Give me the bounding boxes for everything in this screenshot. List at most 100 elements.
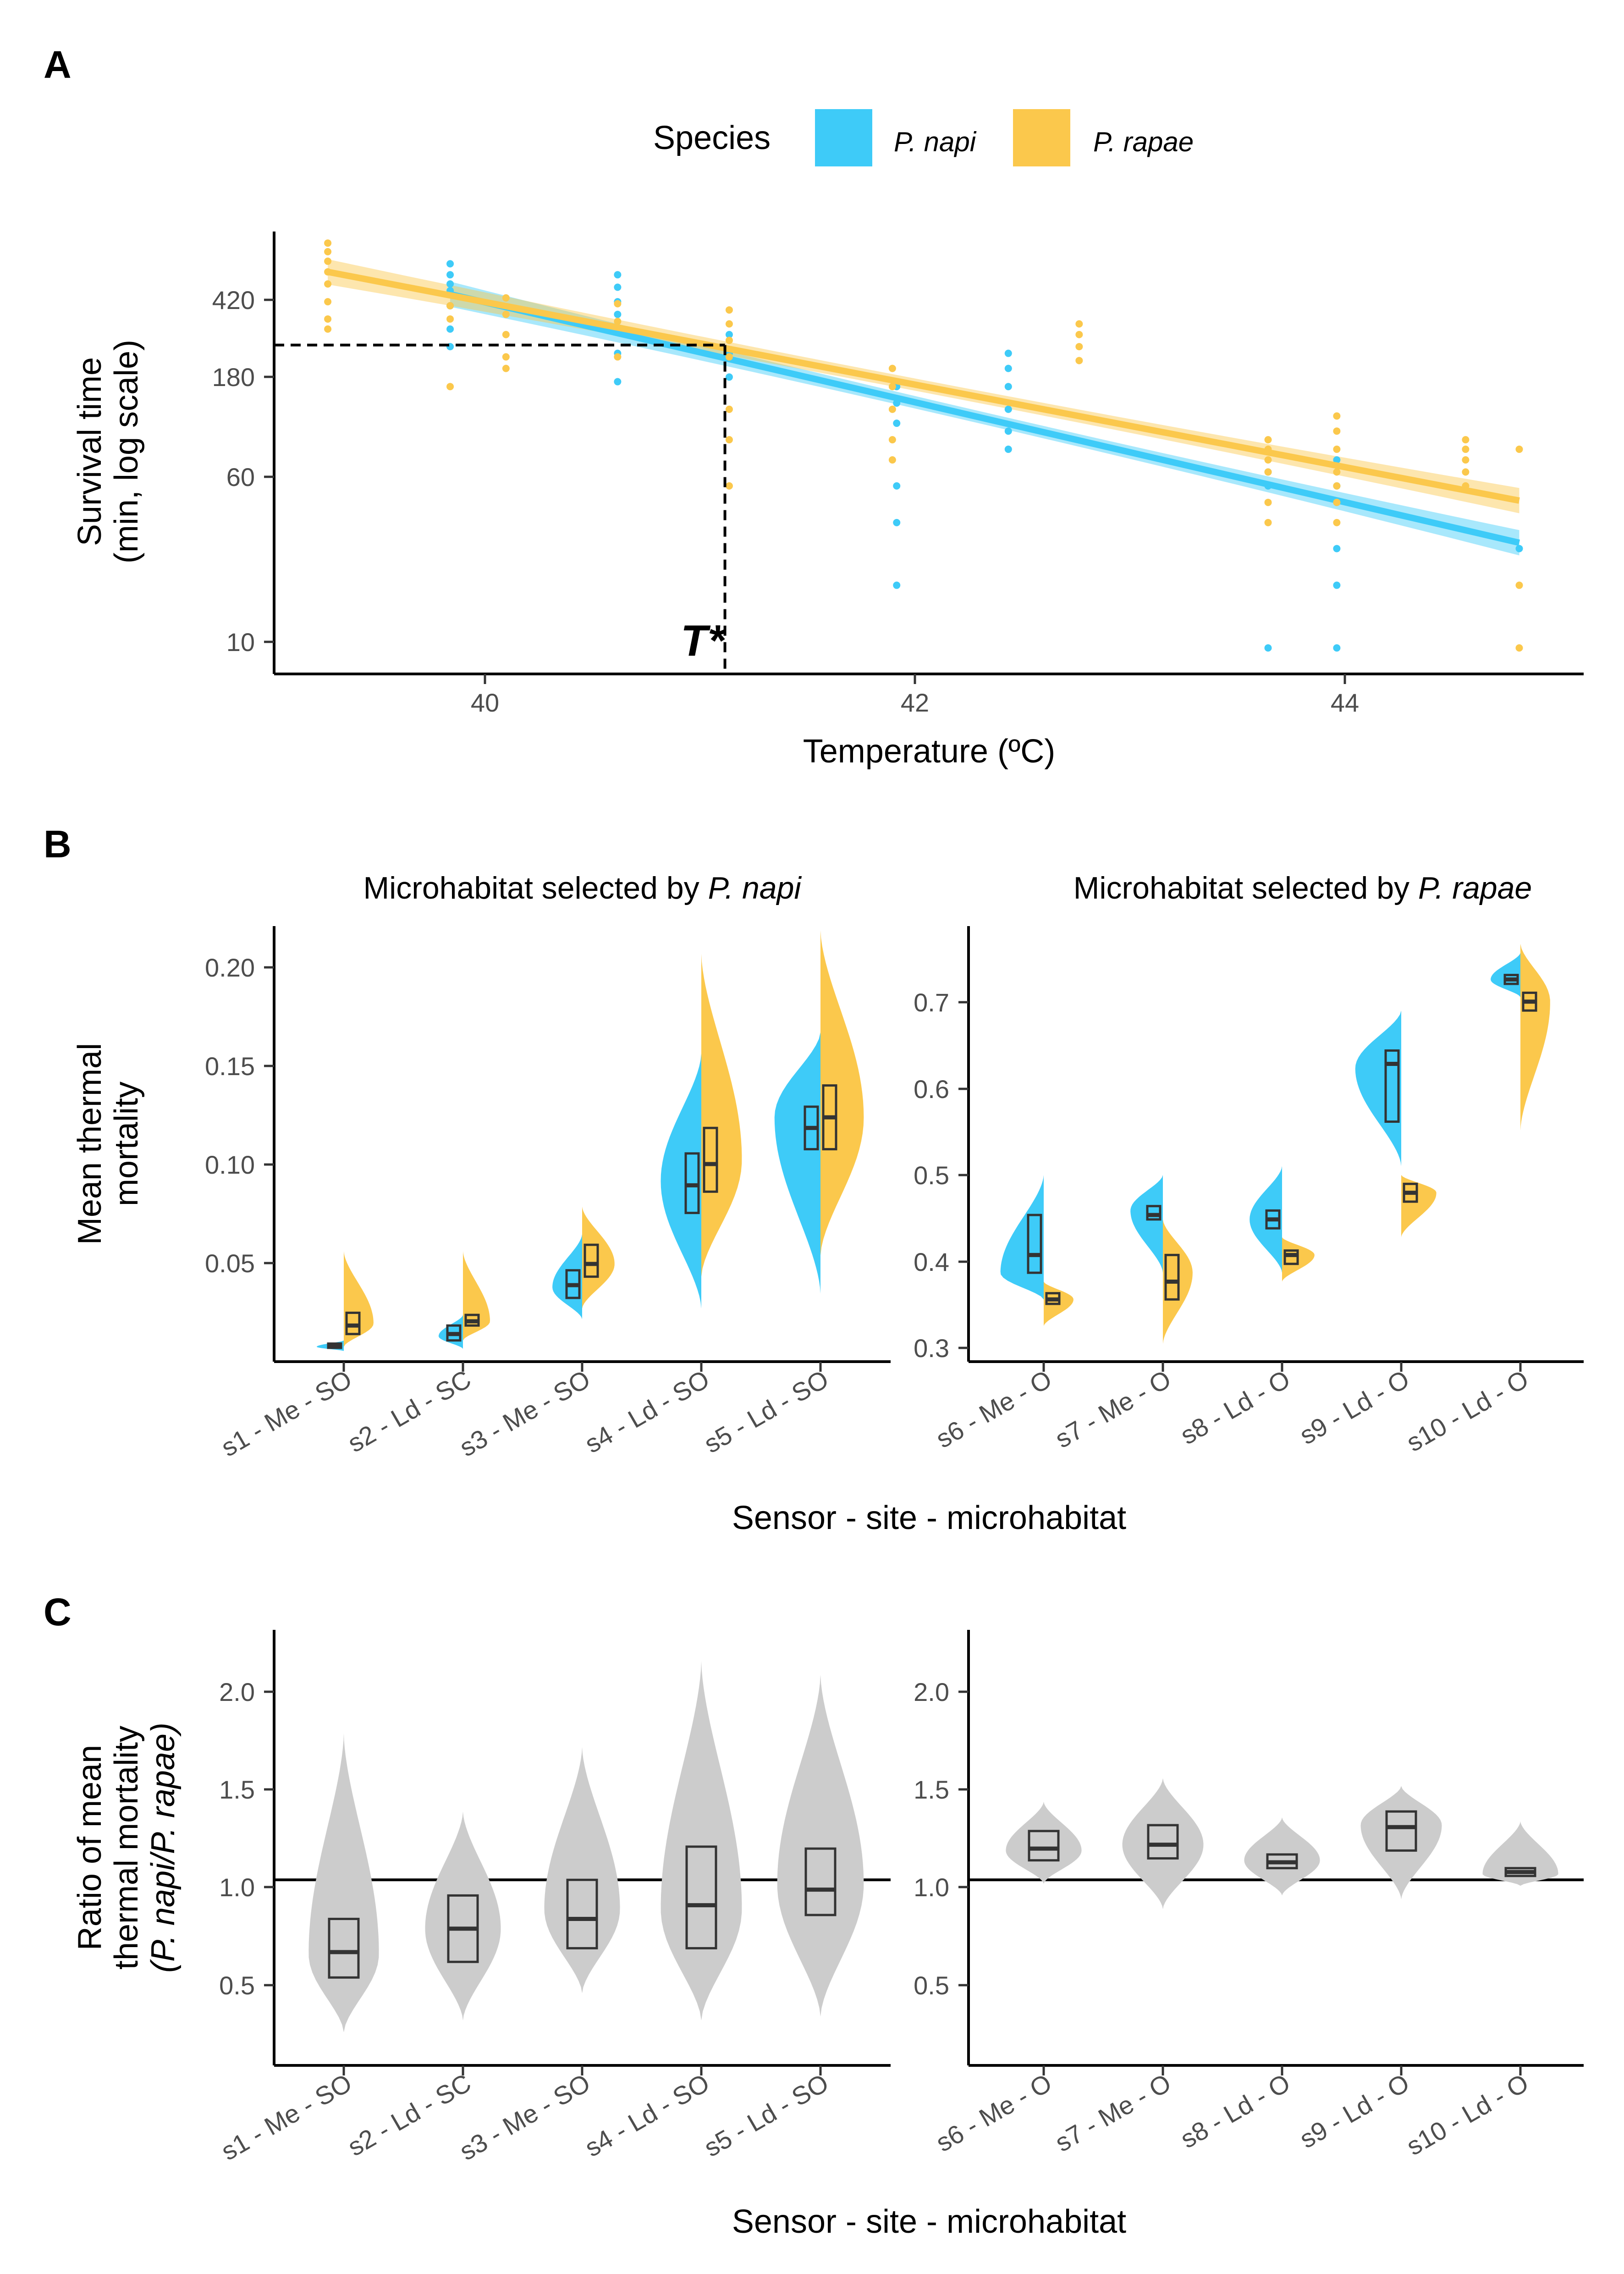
panel-b-left-strip-prefix: Microhabitat selected by [363,871,708,905]
c-left-ytick-label-1.0: 1.0 [219,1873,255,1902]
point-rapae-27 [888,383,896,391]
point-napi-18 [893,399,901,407]
legend-label-rapae: P. rapae [1093,127,1194,157]
point-rapae-19 [725,306,733,314]
c-cat8-violin [1244,1817,1320,1896]
point-napi-25 [1004,383,1012,391]
point-rapae-2 [324,257,332,265]
b-left-cat2-rapae-violin [463,1251,490,1341]
c-cat1-violin [308,1733,379,2032]
panel-b-right-strip-prefix: Microhabitat selected by [1073,871,1418,905]
point-rapae-23 [725,405,733,413]
b-right-ytick-label-0.7: 0.7 [914,988,949,1017]
tstar-label: T* [681,616,727,665]
point-napi-28 [1004,445,1012,453]
panel-c-x-title: Sensor - site - microhabitat [732,2203,1126,2240]
b-left-cat3-rapae-box [584,1243,599,1278]
c-cat6-violin [1006,1801,1082,1884]
point-rapae-6 [324,315,332,323]
point-rapae-40 [1264,519,1272,526]
point-rapae-44 [1333,468,1341,476]
c-cat5-violin [777,1675,864,2017]
point-napi-38 [1515,545,1523,552]
b-left-cat1-rapae-violin [344,1251,374,1347]
point-rapae-48 [1462,436,1470,444]
point-rapae-5 [324,298,332,306]
b-right-cat2-rapae-box [1164,1253,1180,1301]
c-cat2-violin [425,1811,501,2020]
panel-b-left-strip-species: P. napi [708,871,802,905]
point-rapae-53 [1515,445,1523,453]
point-rapae-4 [324,280,332,288]
a-ytick-label-420: 420 [212,286,255,315]
panel-a-y-ticks: 10 60 180 420 [212,286,274,657]
point-rapae-28 [888,405,896,413]
point-rapae-20 [725,320,733,328]
point-rapae-25 [725,482,733,490]
panel-a: A Species P. napi P. rapae T* 10 60 180 … [44,43,1584,770]
panel-a-plot-area [274,239,1523,674]
point-rapae-37 [1264,456,1272,464]
b-right-cat4-rapae-violin [1401,1175,1437,1237]
c-right-ytick-label-1.0: 1.0 [914,1873,949,1902]
fit-line-napi [449,291,1520,546]
c-right-ytick-label-0.5: 0.5 [914,1971,949,2000]
panel-b-x-title: Sensor - site - microhabitat [732,1500,1126,1536]
panel-c-right-y-ticks: 0.5 1.0 1.5 2.0 [914,1678,969,2000]
point-napi-26 [1004,405,1012,413]
point-napi-2 [446,280,454,288]
point-rapae-46 [1333,498,1341,506]
point-rapae-45 [1333,482,1341,490]
point-rapae-41 [1333,412,1341,420]
c-cat9-violin [1360,1786,1442,1899]
c-cat3-violin [544,1747,620,1993]
b-left-ytick-label-0.20: 0.20 [205,953,255,982]
c-cat1-box [328,1917,360,1979]
point-napi-0 [446,260,454,268]
point-rapae-36 [1264,445,1272,453]
b-right-cat3-rapae-box [1283,1249,1299,1265]
point-rapae-9 [446,315,454,323]
b-left-ytick-label-0.15: 0.15 [205,1052,255,1081]
point-rapae-55 [1515,644,1523,652]
b-left-cat4-napi-violin [661,1054,701,1309]
b-left-cat1-rapae-box [345,1311,361,1336]
point-napi-7 [614,271,622,279]
panel-a-y-title-line2: (min, log scale) [108,340,145,563]
point-rapae-49 [1462,445,1470,453]
panel-b-left-y-ticks: 0.05 0.10 0.15 0.20 [205,953,274,1278]
point-napi-5 [446,325,454,333]
panel-b-right-strip-species: P. rapae [1418,871,1532,905]
panel-b-left-plot-area [317,930,864,1351]
point-rapae-1 [324,248,332,256]
c-cat5-box [804,1847,837,1916]
c-right-ytick-label-2.0: 2.0 [914,1678,949,1706]
point-rapae-50 [1462,456,1470,464]
point-rapae-7 [324,325,332,333]
c-left-ytick-label-0.5: 0.5 [219,1971,255,2000]
c-right-ytick-label-1.5: 1.5 [914,1775,949,1804]
panel-b-y-title-line2: mortality [108,1082,145,1206]
b-left-cat4-rapae-violin [701,954,742,1277]
panel-c-label: C [44,1590,72,1634]
point-rapae-29 [888,436,896,444]
panel-b-right-strip: Microhabitat selected by P. rapae [1073,871,1532,905]
point-napi-10 [614,310,622,318]
point-napi-19 [893,419,901,427]
point-rapae-42 [1333,427,1341,435]
c-cat6-box [1028,1830,1060,1862]
legend-key-napi [815,109,872,166]
b-right-cat2-napi-violin [1130,1175,1163,1273]
panel-c-y-title-line3: (P. napi/P. rapae) [145,1722,182,1973]
point-napi-27 [1004,427,1012,435]
a-xtick-label-44: 44 [1331,688,1359,717]
fit-line-rapae [327,269,1520,504]
a-ytick-label-60: 60 [226,463,255,491]
point-rapae-32 [1075,331,1083,338]
point-rapae-34 [1075,357,1083,364]
panel-a-label: A [44,43,72,86]
panel-b-y-title-line1: Mean thermal [72,1043,108,1245]
point-rapae-12 [502,310,510,318]
point-rapae-38 [1264,468,1272,476]
